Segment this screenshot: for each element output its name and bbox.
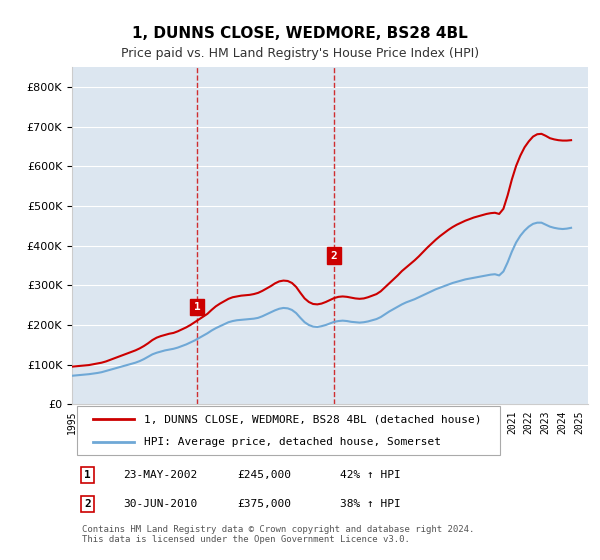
Text: 38% ↑ HPI: 38% ↑ HPI	[340, 500, 401, 509]
Text: 1: 1	[84, 470, 91, 480]
FancyBboxPatch shape	[77, 407, 500, 455]
Text: 1, DUNNS CLOSE, WEDMORE, BS28 4BL: 1, DUNNS CLOSE, WEDMORE, BS28 4BL	[132, 26, 468, 41]
Text: £375,000: £375,000	[237, 500, 291, 509]
Text: 1: 1	[194, 302, 200, 312]
Text: 23-MAY-2002: 23-MAY-2002	[124, 470, 198, 480]
Text: Price paid vs. HM Land Registry's House Price Index (HPI): Price paid vs. HM Land Registry's House …	[121, 46, 479, 60]
Text: 42% ↑ HPI: 42% ↑ HPI	[340, 470, 401, 480]
Text: Contains HM Land Registry data © Crown copyright and database right 2024.
This d: Contains HM Land Registry data © Crown c…	[82, 525, 475, 544]
Text: HPI: Average price, detached house, Somerset: HPI: Average price, detached house, Some…	[144, 437, 441, 447]
Text: 2: 2	[331, 250, 338, 260]
Text: £245,000: £245,000	[237, 470, 291, 480]
Text: 2: 2	[84, 500, 91, 509]
Text: 1, DUNNS CLOSE, WEDMORE, BS28 4BL (detached house): 1, DUNNS CLOSE, WEDMORE, BS28 4BL (detac…	[144, 414, 482, 424]
Text: 30-JUN-2010: 30-JUN-2010	[124, 500, 198, 509]
